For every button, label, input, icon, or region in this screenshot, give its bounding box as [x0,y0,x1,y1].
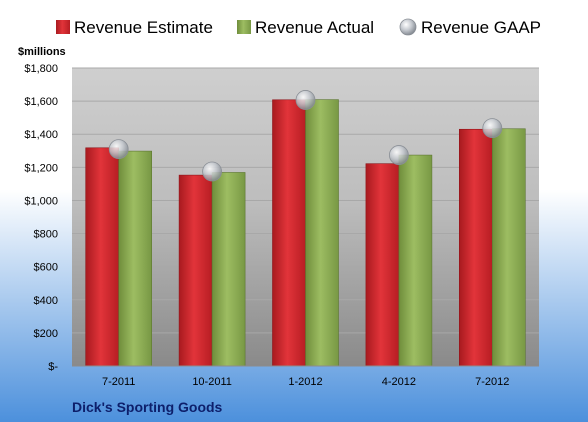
y-tick-label: $600 [34,262,58,274]
bar-revenue-actual [305,99,339,367]
y-axis-unit-label: $millions [18,46,66,58]
bar-revenue-estimate [365,163,400,367]
bar-revenue-actual [118,150,152,367]
y-tick-label: $1,400 [24,129,58,141]
legend: Revenue Estimate Revenue Actual Revenue … [56,18,541,37]
bar-revenue-actual [491,128,526,367]
legend-label-estimate: Revenue Estimate [74,18,213,37]
y-tick-label: $1,800 [24,63,58,75]
y-tick-label: $800 [34,229,58,241]
y-tick-label: $1,000 [24,195,58,207]
y-tick-label: $1,600 [24,96,58,108]
legend-swatch-actual [237,20,251,34]
x-tick-label: 7-2012 [475,376,509,388]
marker-revenue-gaap [108,139,129,160]
bar-revenue-estimate [178,174,213,367]
chart-title: Dick's Sporting Goods [72,399,223,415]
legend-swatch-gaap [399,18,417,36]
legend-label-gaap: Revenue GAAP [421,18,541,37]
bar-revenue-actual [398,154,433,367]
legend-label-actual: Revenue Actual [255,18,374,37]
bar-revenue-estimate [458,128,493,367]
x-axis-tick-labels: 7-2011 10-2011 1-2012 4-2012 7-2012 [102,376,509,388]
marker-revenue-gaap [388,145,409,165]
x-tick-label: 1-2012 [288,376,322,388]
bar-revenue-estimate [85,147,119,367]
bars [85,99,526,367]
gaap-markers [108,90,503,182]
bar-revenue-estimate [272,99,306,367]
bar-revenue-actual [211,172,246,367]
legend-swatch-estimate [56,20,70,34]
y-tick-label: $400 [34,295,58,307]
y-tick-label: $- [48,361,58,373]
y-axis-tick-labels: $- $200 $400 $600 $800 $1,000 $1,200 $1,400 $1,6… [24,63,58,373]
x-tick-label: 10-2011 [192,376,232,388]
marker-revenue-gaap [482,118,503,138]
y-tick-label: $1,200 [24,162,58,174]
x-tick-label: 7-2011 [102,376,135,388]
x-tick-label: 4-2012 [382,376,416,388]
marker-revenue-gaap [295,90,316,110]
y-tick-label: $200 [34,328,58,340]
marker-revenue-gaap [202,161,223,182]
